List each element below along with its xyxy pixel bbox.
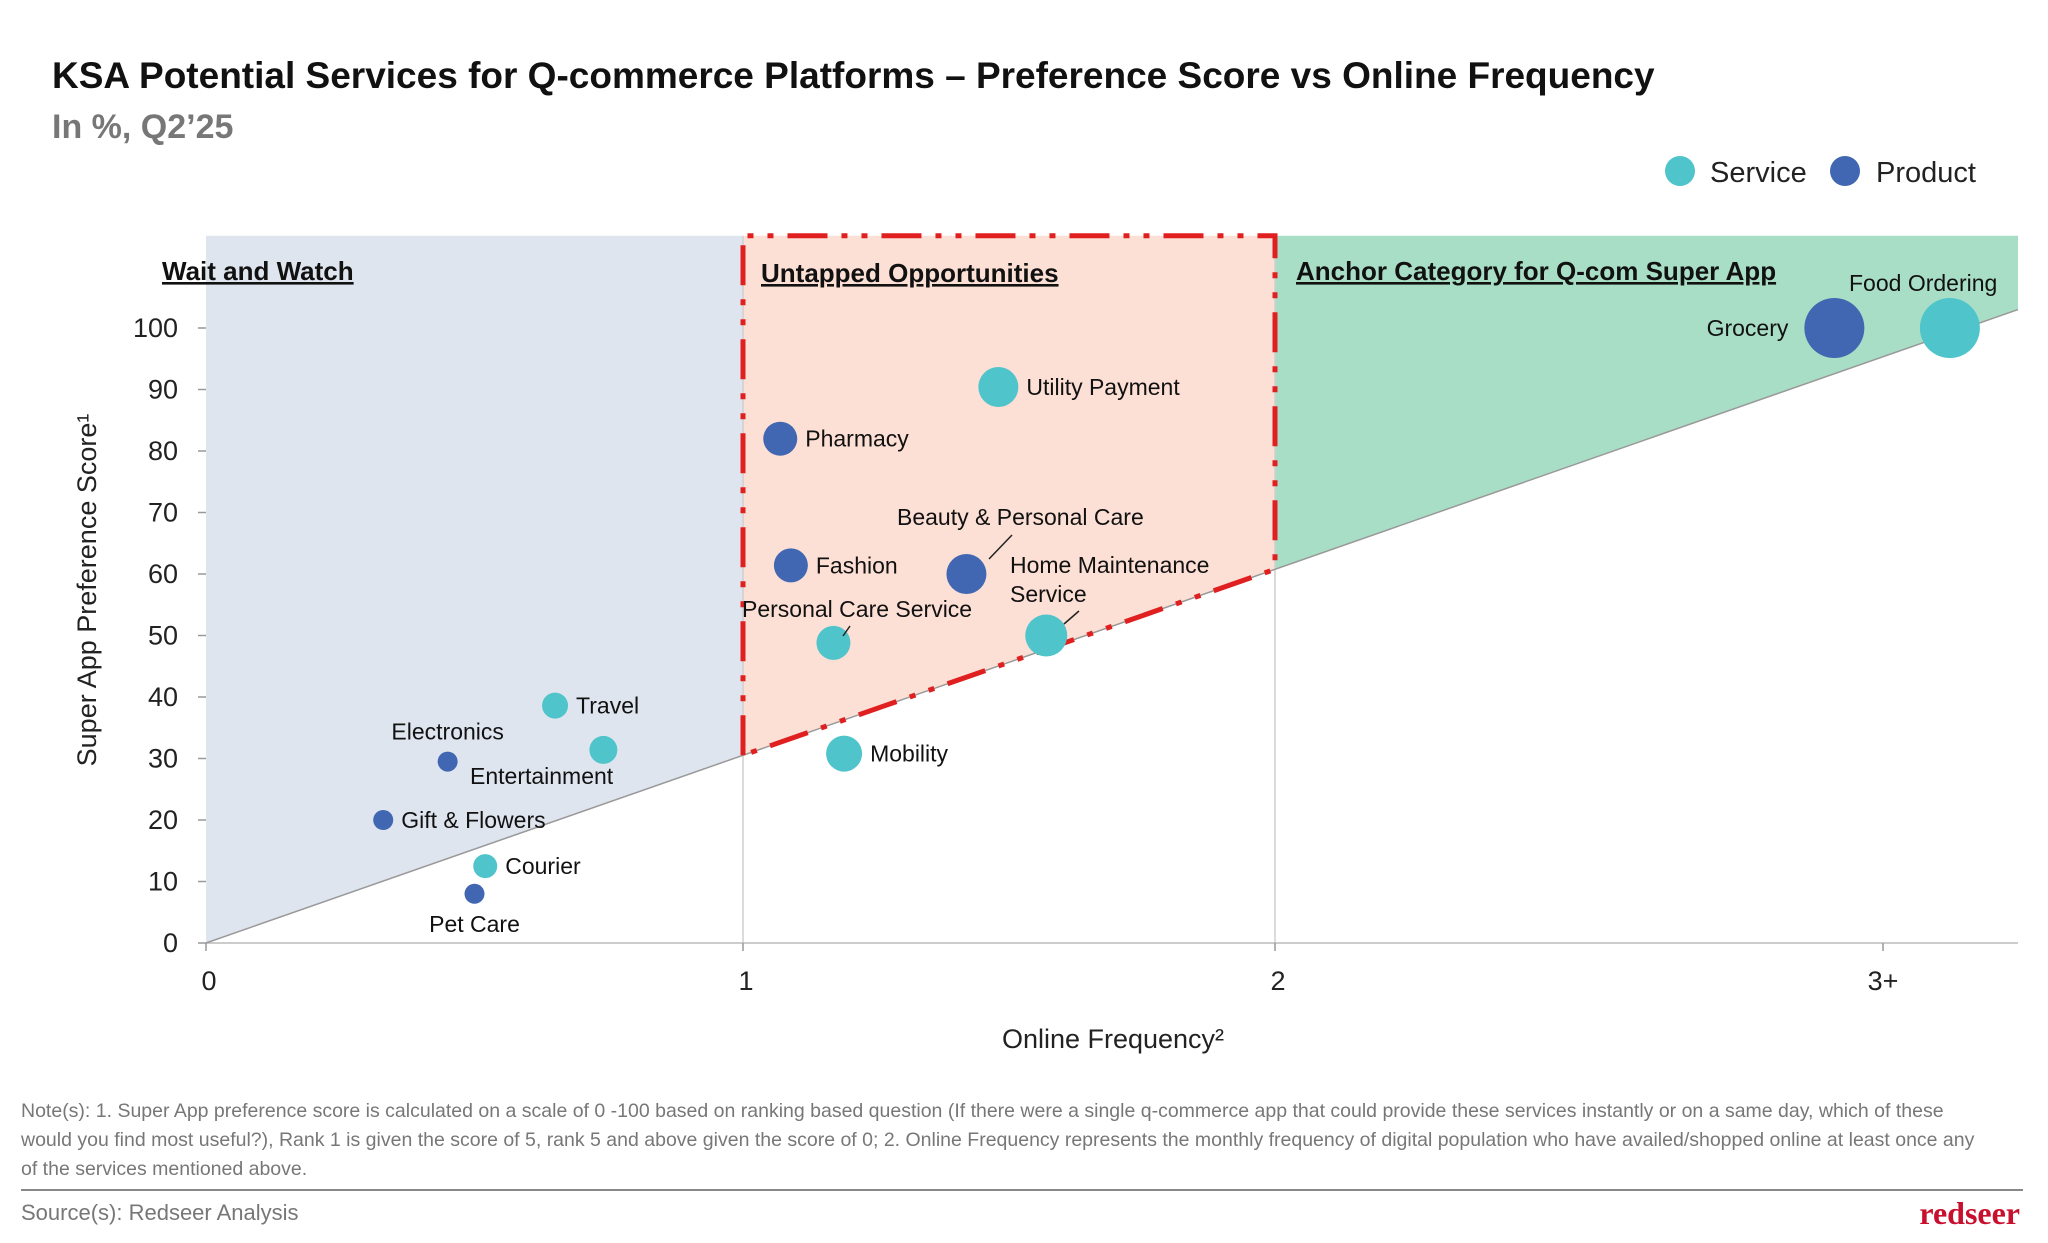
- data-point[interactable]: [542, 692, 569, 719]
- data-point-label: Fashion: [816, 552, 898, 578]
- data-point-label: Food Ordering: [1849, 270, 1997, 296]
- data-point[interactable]: [946, 554, 987, 594]
- chart-title: KSA Potential Services for Q-commerce Pl…: [52, 55, 1655, 96]
- y-tick-label: 60: [148, 559, 178, 589]
- label-leader-line: [1063, 610, 1080, 625]
- data-point-label: Pet Care: [429, 911, 520, 937]
- region-label-untapped-opportunities: Untapped Opportunities: [761, 258, 1059, 288]
- data-point[interactable]: [373, 810, 394, 830]
- legend-product-label: Product: [1876, 157, 1976, 189]
- data-point[interactable]: [826, 735, 863, 772]
- y-tick-label: 40: [148, 682, 178, 712]
- y-tick-label: 100: [133, 313, 178, 343]
- data-point-label: Mobility: [870, 741, 948, 767]
- data-point-label: Home Maintenance: [1010, 552, 1209, 578]
- region-untapped-opportunities: [743, 235, 1275, 756]
- legend-product-marker: [1830, 156, 1860, 186]
- x-tick-label: 0: [201, 966, 216, 996]
- data-point-label: Personal Care Service: [742, 596, 972, 622]
- note-line-3: of the services mentioned above.: [21, 1158, 307, 1180]
- x-tick-label: 3+: [1868, 966, 1899, 996]
- data-point-label: Gift & Flowers: [401, 807, 545, 833]
- region-label-wait-and-watch: Wait and Watch: [162, 256, 354, 286]
- y-tick-label: 50: [148, 621, 178, 651]
- y-tick-label: 80: [148, 436, 178, 466]
- y-tick-label: 30: [148, 744, 178, 774]
- data-point-label: Travel: [576, 693, 639, 719]
- y-tick-label: 0: [163, 928, 178, 958]
- data-point-label: Utility Payment: [1026, 374, 1180, 400]
- data-point-label: Courier: [505, 853, 581, 879]
- data-point-label: Beauty & Personal Care: [897, 504, 1144, 530]
- data-point-label: Electronics: [391, 719, 503, 745]
- data-point[interactable]: [1025, 614, 1068, 657]
- data-point[interactable]: [978, 367, 1019, 408]
- x-axis-title: Online Frequency²: [1002, 1024, 1224, 1054]
- y-tick-label: 20: [148, 805, 178, 835]
- y-tick-label: 70: [148, 498, 178, 528]
- untapped-region-border: [740, 233, 1278, 759]
- data-point[interactable]: [589, 735, 618, 764]
- data-point[interactable]: [1919, 298, 1980, 358]
- data-point[interactable]: [464, 883, 485, 904]
- diagonal-line: [205, 308, 2019, 944]
- chart-subtitle: In %, Q2’25: [52, 108, 233, 146]
- label-leader-line: [842, 625, 851, 637]
- data-point-label: Service: [1010, 581, 1087, 607]
- data-point[interactable]: [473, 854, 498, 879]
- redseer-logo: redseer: [1919, 1195, 2020, 1231]
- data-point-label: Entertainment: [470, 763, 614, 789]
- y-tick-label: 90: [148, 375, 178, 405]
- legend-service-marker: [1665, 156, 1695, 186]
- x-tick-label: 2: [1270, 966, 1285, 996]
- label-leader-line: [988, 534, 1013, 560]
- data-point[interactable]: [437, 751, 458, 772]
- note-line-2: would you find most useful?), Rank 1 is …: [20, 1129, 1975, 1151]
- data-point[interactable]: [816, 625, 851, 660]
- data-point[interactable]: [763, 421, 798, 456]
- data-point-label: Pharmacy: [805, 426, 909, 452]
- legend: Service Product: [1665, 156, 1976, 189]
- region-wait-and-watch: [206, 235, 743, 943]
- data-point-label: Grocery: [1707, 315, 1789, 341]
- x-tick-label: 1: [738, 966, 753, 996]
- legend-service-label: Service: [1710, 157, 1807, 189]
- y-axis-title: Super App Preference Score¹: [72, 414, 102, 767]
- footer: Note(s): 1. Super App preference score i…: [20, 1100, 2023, 1231]
- note-line-1: Note(s): 1. Super App preference score i…: [21, 1100, 1944, 1122]
- y-tick-label: 10: [148, 867, 178, 897]
- region-label-anchor-category: Anchor Category for Q-com Super App: [1296, 256, 1776, 286]
- data-point[interactable]: [773, 548, 808, 583]
- data-point[interactable]: [1804, 298, 1865, 358]
- plot-area: 0 10 20 30 40 50 60 70 80 90 100 0 1 2 3+ Pet Care Couri…: [133, 233, 2019, 996]
- source-text: Source(s): Redseer Analysis: [21, 1200, 299, 1225]
